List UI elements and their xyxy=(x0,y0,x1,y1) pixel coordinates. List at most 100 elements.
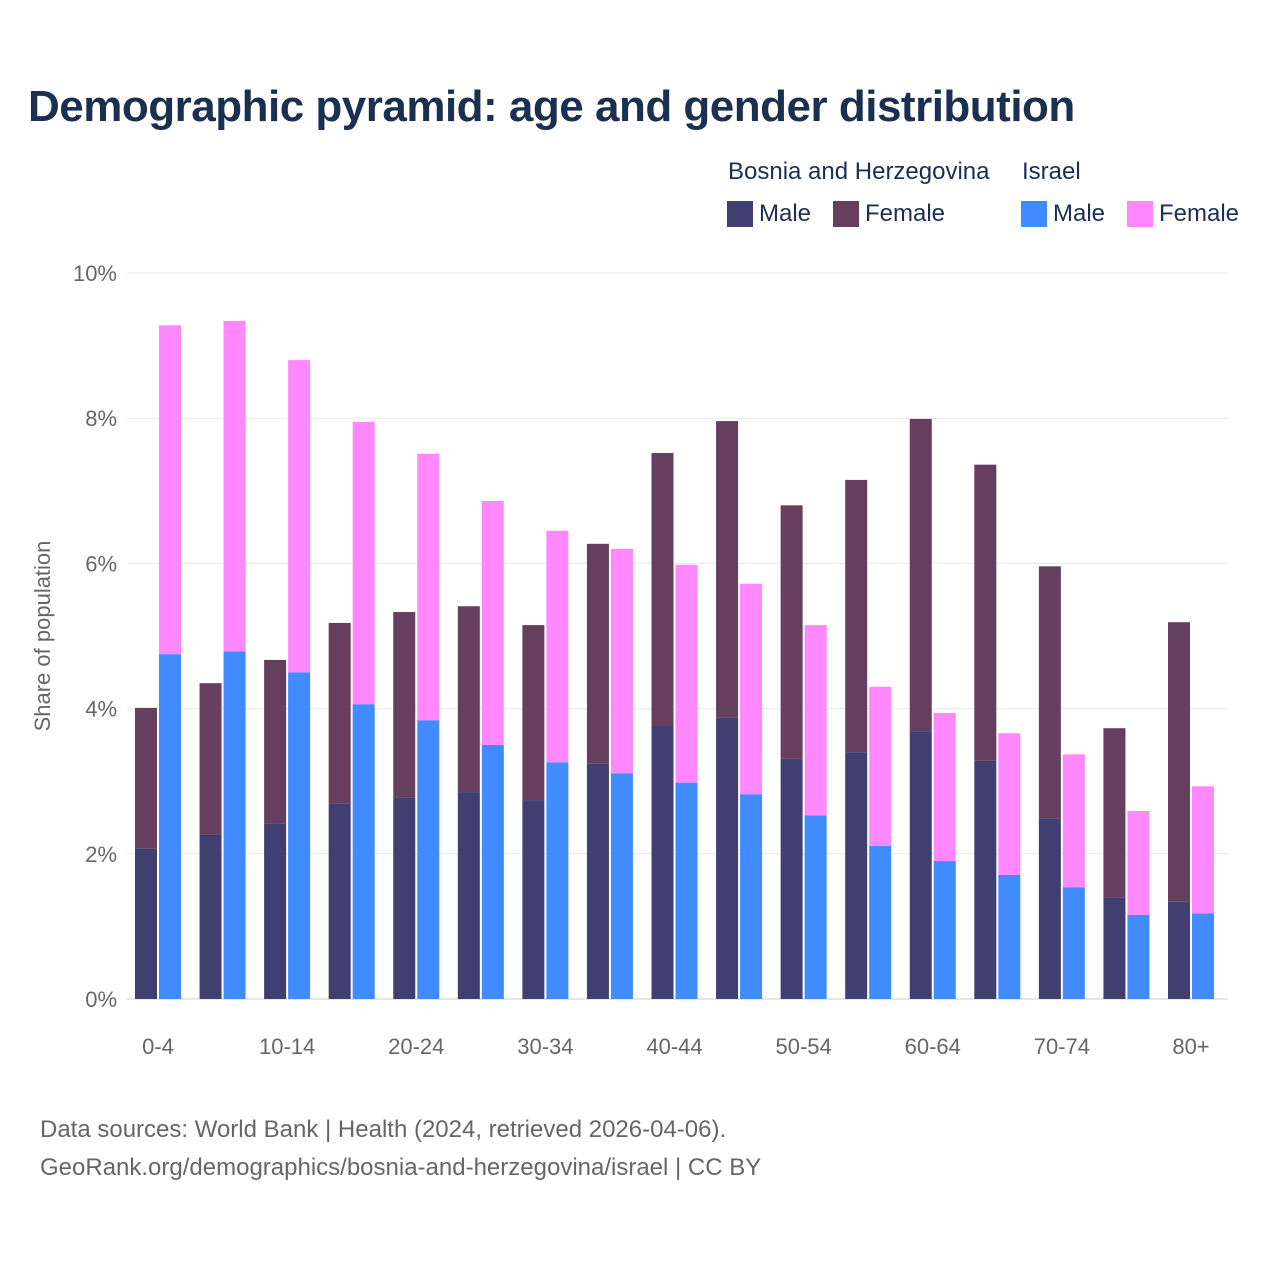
bar-bosnia-and-herzegovina-male xyxy=(328,803,351,999)
legend-item-israel-male[interactable]: Male xyxy=(1021,200,1105,228)
bar-bosnia-and-herzegovina-male xyxy=(651,726,674,999)
y-tick-label: 2% xyxy=(85,842,117,867)
bar-israel-male xyxy=(740,794,763,999)
bar-bosnia-and-herzegovina-male xyxy=(457,792,480,999)
bar-israel-female xyxy=(1127,810,1150,915)
bar-bosnia-and-herzegovina-male xyxy=(974,760,997,999)
x-tick-label: 70-74 xyxy=(1034,1034,1090,1059)
bar-israel-male xyxy=(352,704,375,999)
bar-bosnia-and-herzegovina-female xyxy=(1168,622,1190,902)
bar-bosnia-and-herzegovina-female xyxy=(393,612,416,798)
bar-bosnia-and-herzegovina-male xyxy=(780,758,803,999)
bar-israel-female xyxy=(223,320,246,652)
bar-israel-female xyxy=(417,453,440,721)
bar-israel-female xyxy=(869,686,892,846)
chart-title: Demographic pyramid: age and gender dist… xyxy=(28,82,1075,131)
bar-israel-male xyxy=(1062,887,1085,999)
bar-bosnia-and-herzegovina-female xyxy=(264,659,287,824)
legend-label: Female xyxy=(1159,200,1240,227)
bar-israel-male xyxy=(481,744,504,999)
legend-group-israel: Israel xyxy=(1022,158,1081,185)
bar-israel-female xyxy=(933,712,956,862)
legend-swatch xyxy=(1021,201,1047,227)
legend-swatch xyxy=(833,201,859,227)
bar-bosnia-and-herzegovina-female xyxy=(328,622,351,804)
bar-israel-male xyxy=(998,874,1021,999)
bar-bosnia-and-herzegovina-female xyxy=(199,683,222,835)
bar-israel-female xyxy=(804,625,827,816)
bar-bosnia-and-herzegovina-female xyxy=(457,606,480,793)
bar-israel-female xyxy=(1062,754,1085,888)
bar-israel-male xyxy=(869,845,892,999)
bar-bosnia-and-herzegovina-male xyxy=(586,763,609,999)
bar-israel-female xyxy=(998,733,1021,875)
bar-bosnia-and-herzegovina-female xyxy=(1038,566,1061,819)
legend-swatch xyxy=(1127,201,1153,227)
x-tick-label: 60-64 xyxy=(905,1034,961,1059)
bar-bosnia-and-herzegovina-male xyxy=(199,834,222,999)
x-tick-label: 20-24 xyxy=(388,1034,444,1059)
x-tick-label: 50-54 xyxy=(775,1034,831,1059)
bar-bosnia-and-herzegovina-male xyxy=(1103,897,1126,999)
bar-israel-female xyxy=(546,530,569,763)
bar-israel-male xyxy=(417,720,440,999)
bar-israel-male xyxy=(933,861,956,999)
bar-bosnia-and-herzegovina-male xyxy=(716,717,739,999)
bar-israel-male xyxy=(546,762,569,999)
legend-group-bosnia: Bosnia and Herzegovina xyxy=(728,158,990,185)
bar-israel-female xyxy=(610,548,633,774)
legend-label: Male xyxy=(759,200,812,227)
bar-bosnia-and-herzegovina-female xyxy=(716,421,739,718)
bar-israel-male xyxy=(675,782,698,999)
bar-bosnia-and-herzegovina-female xyxy=(909,418,932,732)
bar-bosnia-and-herzegovina-male xyxy=(909,731,932,999)
bar-israel-female xyxy=(675,564,698,783)
bar-israel-male xyxy=(1127,914,1150,999)
y-tick-label: 4% xyxy=(85,697,117,722)
bar-israel-female xyxy=(1192,786,1214,914)
legend-item-israel-female[interactable]: Female xyxy=(1127,200,1239,228)
bar-israel-male xyxy=(288,672,311,999)
x-tick-label: 80+ xyxy=(1172,1034,1209,1059)
y-tick-label: 0% xyxy=(85,987,117,1012)
bar-israel-female xyxy=(288,360,311,673)
source-line-2[interactable]: GeoRank.org/demographics/bosnia-and-herz… xyxy=(40,1154,762,1181)
bar-israel-male xyxy=(610,773,633,999)
bar-bosnia-and-herzegovina-male xyxy=(1168,901,1190,999)
bar-israel-male xyxy=(159,654,181,999)
x-tick-label: 0-4 xyxy=(142,1034,174,1059)
y-axis-label: Share of population xyxy=(30,541,55,732)
bar-israel-female xyxy=(352,421,375,705)
bar-israel-female xyxy=(481,500,504,745)
bar-bosnia-and-herzegovina-male xyxy=(522,800,545,999)
bar-bosnia-and-herzegovina-female xyxy=(586,543,609,764)
bar-bosnia-and-herzegovina-male xyxy=(135,848,157,999)
y-tick-label: 6% xyxy=(85,551,117,576)
chart-plot: 0% 2% 4% 6% 8% 10% Share of population 0-4 10-14… xyxy=(30,261,1228,1059)
bar-israel-female xyxy=(740,583,763,795)
legend-label: Male xyxy=(1053,200,1106,227)
bar-bosnia-and-herzegovina-female xyxy=(135,707,157,849)
bar-bosnia-and-herzegovina-female xyxy=(780,505,803,759)
source-line-1: Data sources: World Bank | Health (2024,… xyxy=(40,1116,727,1143)
bar-bosnia-and-herzegovina-female xyxy=(1103,728,1126,898)
bar-israel-male xyxy=(223,651,246,999)
bar-israel-male xyxy=(1192,913,1214,999)
bar-bosnia-and-herzegovina-female xyxy=(522,625,545,801)
legend-label: Female xyxy=(865,200,946,227)
legend-item-bosnia-male[interactable]: Male xyxy=(727,200,811,228)
x-tick-label: 30-34 xyxy=(517,1034,573,1059)
legend-swatch xyxy=(727,201,753,227)
bar-bosnia-and-herzegovina-female xyxy=(651,453,674,727)
legend-item-bosnia-female[interactable]: Female xyxy=(833,200,945,228)
bar-bosnia-and-herzegovina-female xyxy=(845,479,868,753)
y-tick-label: 10% xyxy=(73,261,117,286)
bar-israel-female xyxy=(159,325,181,655)
bar-israel-male xyxy=(804,815,827,999)
bar-bosnia-and-herzegovina-male xyxy=(393,797,416,999)
x-tick-label: 10-14 xyxy=(259,1034,315,1059)
bar-bosnia-and-herzegovina-male xyxy=(845,752,868,999)
bar-bosnia-and-herzegovina-female xyxy=(974,464,997,761)
x-tick-label: 40-44 xyxy=(646,1034,702,1059)
bar-bosnia-and-herzegovina-male xyxy=(264,823,287,999)
